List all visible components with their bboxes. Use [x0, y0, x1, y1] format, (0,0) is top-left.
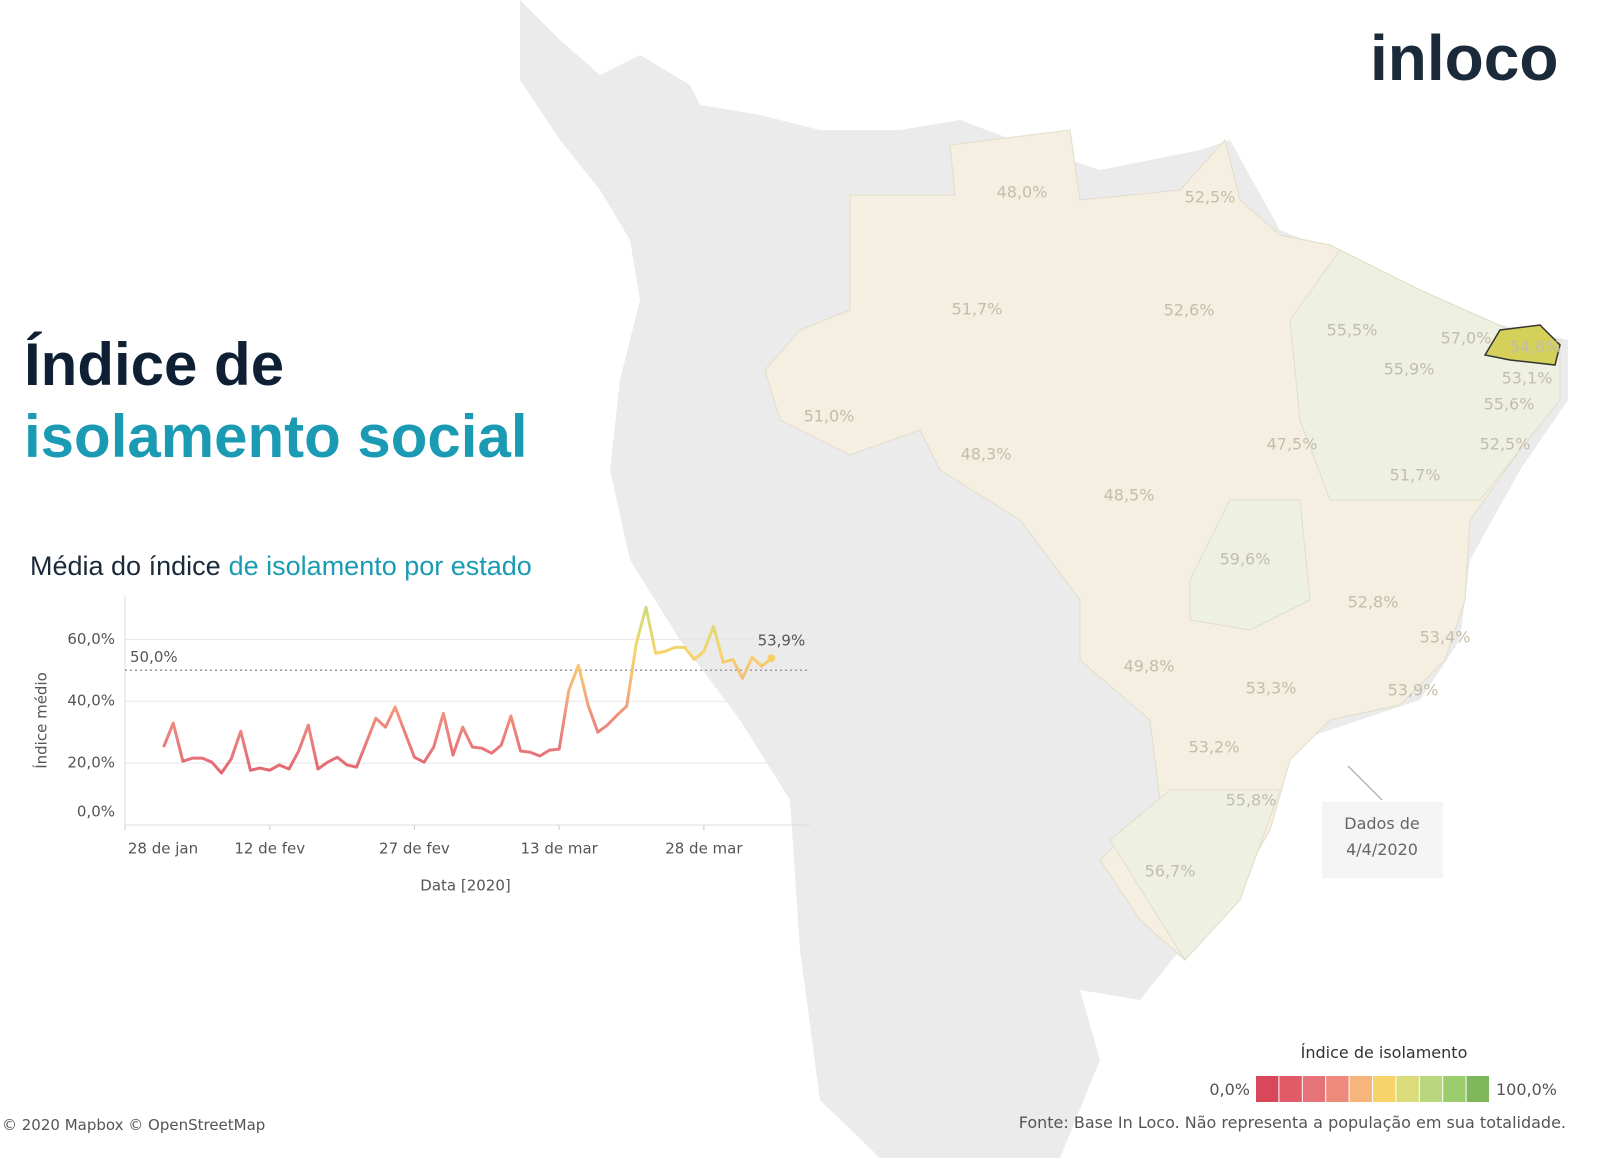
state-label: 48,3% — [961, 445, 1012, 464]
state-label: 49,8% — [1124, 657, 1175, 676]
state-label: 53,4% — [1420, 628, 1471, 647]
state-label: 48,5% — [1104, 486, 1155, 505]
legend-swatch — [1302, 1076, 1326, 1102]
state-labels: 48,0% 52,5% 51,7% 52,6% 55,5% 57,0% 54,6% 55,9%… — [804, 183, 1561, 881]
state-label: 53,1% — [1502, 369, 1553, 388]
state-label: 56,7% — [1145, 862, 1196, 881]
state-label: 55,6% — [1484, 395, 1535, 414]
line — [162, 605, 773, 775]
point — [767, 654, 776, 663]
map: 48,0% 52,5% 51,7% 52,6% 55,5% 57,0% 54,6% 55,9%… — [2, 0, 1568, 1158]
line-chart: 0,0% 20,0% 40,0% 60,0% 28 de jan 12 de fev 27 … — [32, 596, 810, 895]
region-northeast — [1289, 249, 1561, 501]
legend-swatch — [1466, 1076, 1489, 1102]
legend-swatch — [1419, 1076, 1443, 1102]
state-label: 48,0% — [997, 183, 1048, 202]
state-label: 53,9% — [1388, 681, 1439, 700]
title-line: isolamento social — [24, 403, 528, 470]
x-tick-label: 28 de jan — [128, 840, 198, 858]
y-tick-label: 0,0% — [77, 803, 115, 821]
x-tick-label: 27 de fev — [379, 840, 450, 858]
reference-label: 50,0% — [130, 648, 178, 666]
legend-swatch — [1349, 1076, 1372, 1102]
legend-title: Índice de isolamento — [1301, 1043, 1468, 1062]
state-label: 54,6% — [1510, 338, 1561, 357]
state-label: 51,7% — [1390, 466, 1441, 485]
legend-swatch — [1443, 1076, 1466, 1102]
region-south — [1109, 789, 1281, 961]
highlighted-state[interactable] — [1483, 324, 1561, 366]
title-line: Índice de — [24, 331, 284, 398]
state-label: 53,2% — [1189, 738, 1240, 757]
annotation-line: Dados de — [1344, 814, 1420, 833]
data-label: 53,9% — [758, 632, 806, 650]
state-label: 52,6% — [1164, 301, 1215, 320]
state-label: 52,8% — [1348, 593, 1399, 612]
state-label: 57,0% — [1441, 329, 1492, 348]
legend-swatch — [1279, 1076, 1302, 1102]
legend: Índice de isolamento 0,0% 100,0% — [1209, 1043, 1557, 1102]
legend-swatch — [1256, 1076, 1279, 1102]
chart-title: Média do índice de isolamento por estado — [30, 551, 532, 581]
y-axis-label: Índice médio — [32, 672, 51, 769]
x-tick-label: 12 de fev — [234, 840, 305, 858]
chart-title-part: de isolamento por estado — [229, 551, 532, 581]
state-label: 55,9% — [1384, 360, 1435, 379]
state-label: 53,3% — [1246, 679, 1297, 698]
x-tick-label: 13 de mar — [520, 840, 598, 858]
annotation-line: 4/4/2020 — [1346, 840, 1418, 859]
map-credits: © 2020 Mapbox © OpenStreetMap — [2, 1116, 265, 1134]
state-label: 47,5% — [1267, 435, 1318, 454]
state-label: 52,5% — [1185, 188, 1236, 207]
legend-swatch — [1373, 1076, 1396, 1102]
y-tick-label: 40,0% — [67, 692, 115, 710]
annotation-box — [1322, 802, 1443, 878]
state-label: 51,7% — [952, 300, 1003, 319]
logo: inloco — [1370, 22, 1558, 94]
x-axis-label: Data [2020] — [420, 877, 510, 895]
state-label: 55,8% — [1226, 791, 1277, 810]
state-label: 52,5% — [1480, 435, 1531, 454]
y-tick-label: 60,0% — [67, 630, 115, 648]
y-tick-label: 20,0% — [67, 754, 115, 772]
annotation-leader — [1347, 765, 1383, 801]
region-center — [1189, 499, 1311, 631]
x-tick-label: 28 de mar — [665, 840, 743, 858]
state-label: 55,5% — [1327, 321, 1378, 340]
state-label: 59,6% — [1220, 550, 1271, 569]
source-note: Fonte: Base In Loco. Não representa a po… — [1019, 1113, 1566, 1132]
legend-label: 0,0% — [1209, 1080, 1250, 1099]
chart-title-part: Média do índice — [30, 551, 221, 581]
state-label: 51,0% — [804, 407, 855, 426]
legend-swatch — [1326, 1076, 1349, 1102]
legend-swatch — [1396, 1076, 1419, 1102]
legend-label: 100,0% — [1496, 1080, 1557, 1099]
